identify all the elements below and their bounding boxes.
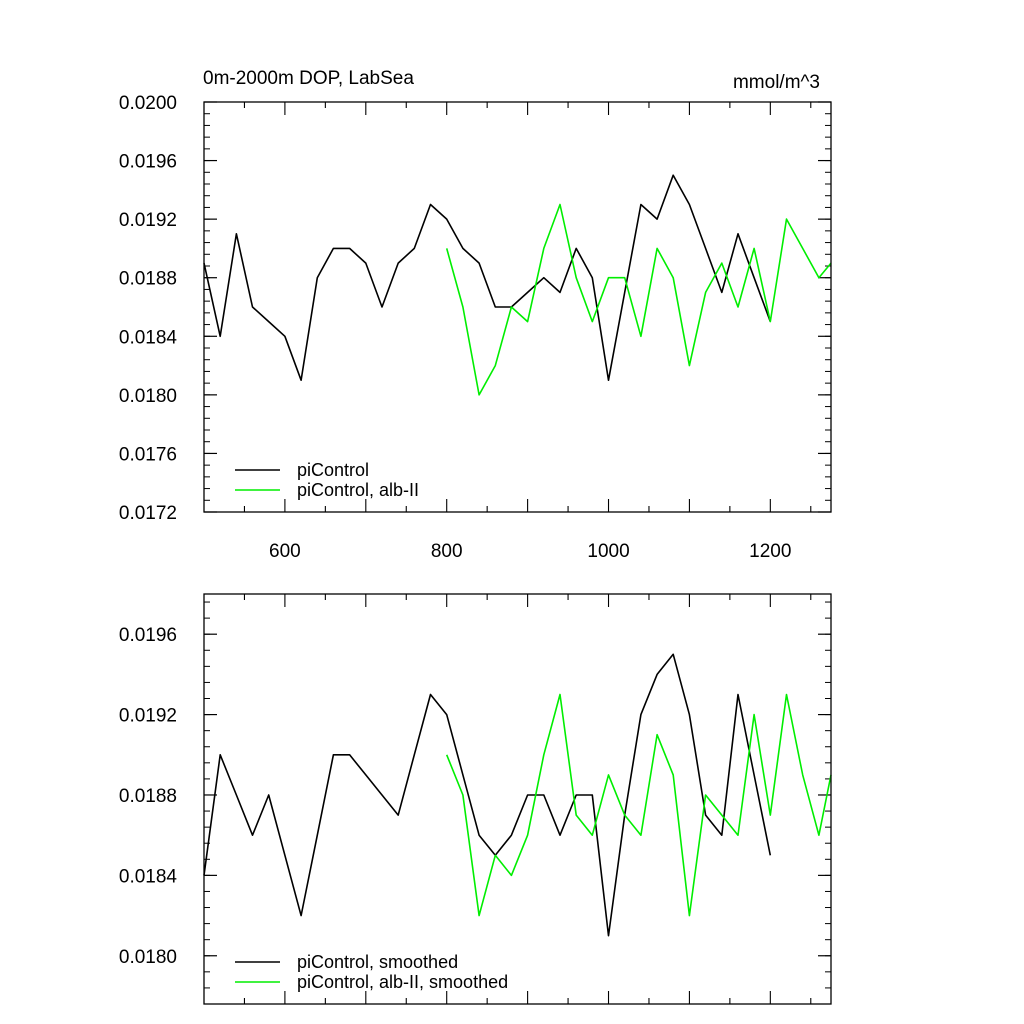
y-tick-label: 0.0184 [119,866,178,887]
x-tick-label: 800 [431,541,463,562]
y-tick-label: 0.0192 [119,210,177,231]
y-tick-label: 0.0188 [119,786,177,807]
axis-ticks-top-panel: 0.0172 0.0176 0.0180 0.0184 0.0188 0.0192 0.01… [119,93,831,562]
series-line-picontrol-alb-ii [445,203,832,396]
series-line-picontrol-smoothed [203,653,772,937]
plot-frame-bottom-panel [203,593,832,1005]
x-tick-label: 1000 [587,541,629,562]
series-line-picontrol [203,174,772,382]
y-tick-label: 0.0184 [119,327,178,348]
axis-ticks-bottom-panel: 0.0180 0.0184 0.0188 0.0192 0.0196 [119,594,831,1005]
series-line-picontrol-alb-ii-smoothed [445,693,832,917]
x-tick-label: 1200 [749,541,791,562]
legend-label-picontrol-alb-ii: piControl, alb-II [297,480,419,500]
y-tick-label: 0.0196 [119,625,177,646]
y-tick-label: 0.0192 [119,706,177,727]
y-tick-label: 0.0200 [119,93,177,114]
y-tick-label: 0.0196 [119,152,177,173]
plot-frame-top-panel [203,101,832,513]
top-panel: 0m-2000m DOP, LabSea mmol/m^3 0.01720.01… [119,68,832,562]
x-tick-label: 600 [269,541,301,562]
y-tick-label: 0.0172 [119,503,177,524]
bottom-panel: 0.0180 0.0184 0.0188 0.0192 0.0196 piControl… [119,593,832,1005]
y-tick-label: 0.0180 [119,386,177,407]
legend-label-picontrol-smoothed: piControl, smoothed [297,952,458,972]
series-group-bottom-panel [203,653,832,937]
series-group-top-panel [203,174,832,396]
legend-label-picontrol-alb-ii-smoothed: piControl, alb-II, smoothed [297,972,508,992]
y-tick-label: 0.0180 [119,947,177,968]
y-tick-label: 0.0176 [119,444,177,465]
y-tick-label: 0.0188 [119,269,177,290]
legend-label-picontrol: piControl [297,460,369,480]
units-label: mmol/m^3 [733,72,820,93]
chart-title: 0m-2000m DOP, LabSea [203,68,414,89]
